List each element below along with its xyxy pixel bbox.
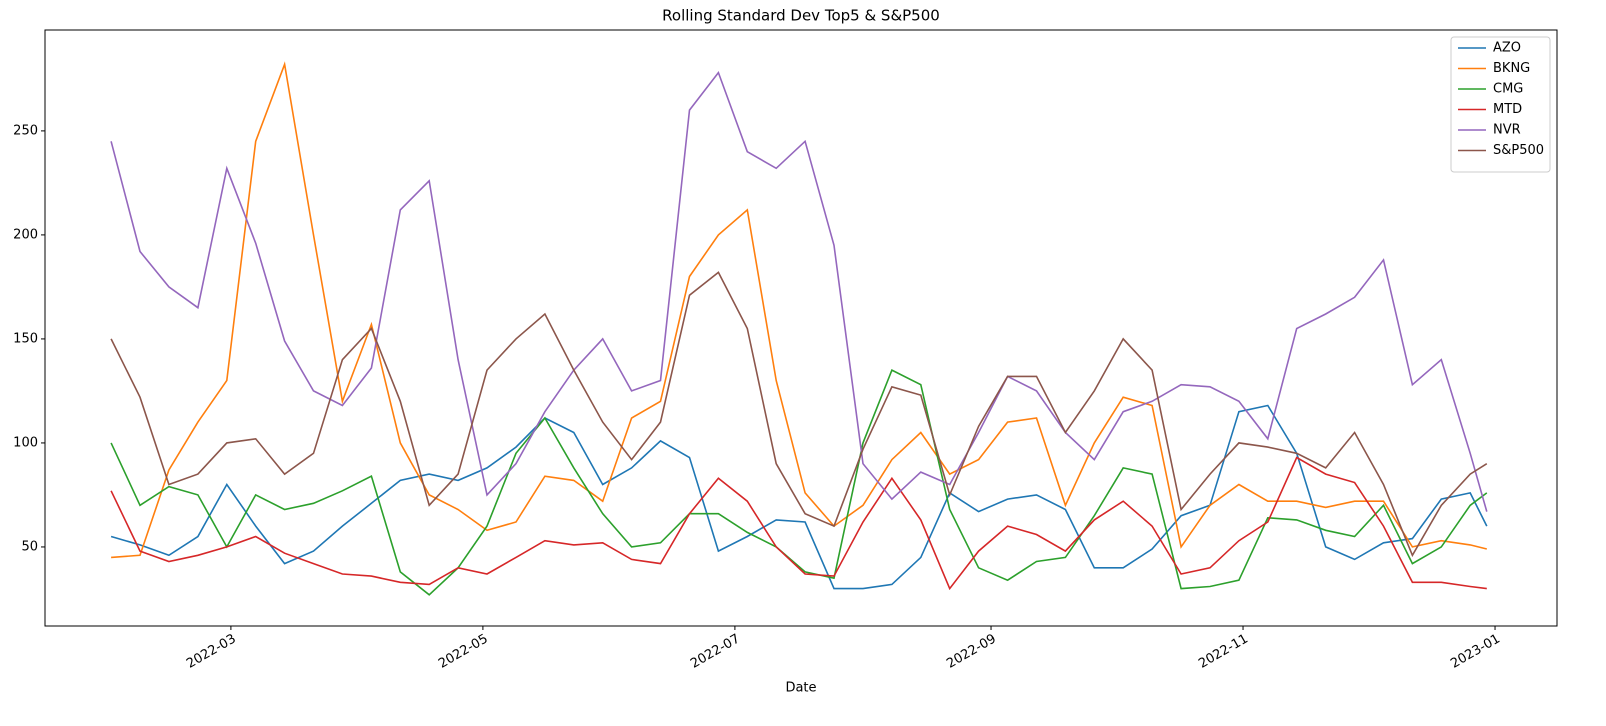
y-tick-label: 200 [13,227,38,242]
y-tick-label: 250 [13,123,38,138]
x-tick-label: 2022-11 [1196,632,1251,672]
x-tick-label: 2022-07 [688,632,743,672]
y-tick-label: 100 [13,435,38,450]
y-tick-label: 50 [21,539,38,554]
x-tick-label: 2022-03 [184,632,239,672]
legend-label: MTD [1493,102,1522,117]
legend-label: NVR [1493,123,1521,138]
legend-label: CMG [1493,82,1523,97]
series-line [110,456,1487,591]
x-tick-label: 2022-05 [436,632,491,672]
legend-label: AZO [1493,41,1521,56]
series-line [110,404,1488,590]
y-tick-label: 150 [13,331,38,346]
series-line [110,70,1488,512]
plot-frame [44,29,1558,627]
x-tick-label: 2022-09 [944,632,999,672]
x-axis-label: Date [785,681,816,696]
series-line [110,368,1488,596]
legend-box [1450,36,1551,173]
x-tick-label: 2023-01 [1448,632,1503,672]
legend-label: S&P500 [1493,143,1544,158]
series-line [111,61,1487,559]
series-line [110,271,1488,558]
legend-label: BKNG [1493,61,1530,76]
chart-title: Rolling Standard Dev Top5 & S&P500 [662,7,940,25]
